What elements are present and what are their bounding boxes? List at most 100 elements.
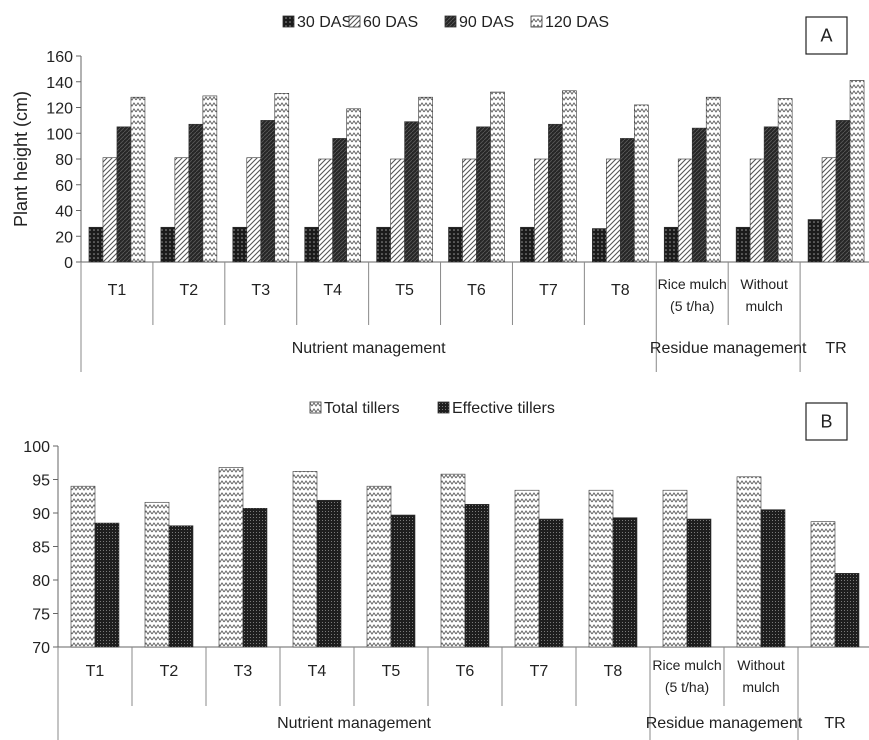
- bar: [246, 157, 262, 263]
- x-tick-label: mulch: [742, 679, 779, 695]
- bar: [318, 158, 333, 263]
- bar: [94, 522, 120, 648]
- legend-label: 120 DAS: [545, 14, 609, 31]
- bar: [592, 228, 607, 263]
- bar: [763, 126, 779, 263]
- bar: [807, 219, 823, 263]
- panel-label-box: [805, 16, 848, 55]
- bar: [316, 499, 342, 648]
- bar: [160, 226, 176, 263]
- bar: [562, 90, 577, 263]
- legend-label: 60 DAS: [363, 14, 418, 31]
- bar: [404, 121, 419, 263]
- y-tick-label: 40: [55, 204, 73, 221]
- bar: [390, 158, 405, 263]
- x-tick-label: T1: [108, 282, 127, 299]
- x-tick-label: T5: [395, 282, 414, 299]
- x-tick-label: T7: [539, 282, 558, 299]
- bar: [440, 473, 466, 648]
- x-tick-label: (5 t/ha): [670, 298, 714, 314]
- bar: [821, 157, 837, 263]
- group-label: Nutrient management: [292, 340, 446, 357]
- x-tick-label: T1: [86, 663, 105, 680]
- x-tick-label: T2: [180, 282, 199, 299]
- y-tick-label: 20: [55, 229, 73, 246]
- bar: [514, 489, 540, 648]
- y-tick-label: 95: [32, 473, 50, 490]
- chart-a: 0 20 40 60 80 100 120 140 160 Plant height (cm) T1…: [11, 14, 869, 372]
- bar: [634, 104, 649, 263]
- x-tick-label: T8: [604, 663, 623, 680]
- bar: [418, 96, 433, 263]
- bar: [834, 572, 860, 648]
- x-tick-label: T3: [251, 282, 270, 299]
- x-tick-label: T7: [530, 663, 549, 680]
- y-tick-label: 80: [32, 573, 50, 590]
- bar: [274, 93, 290, 263]
- bar: [202, 95, 218, 263]
- x-tick-label: mulch: [745, 298, 782, 314]
- bar: [332, 138, 347, 263]
- bar: [548, 123, 563, 263]
- x-tick-label: (5 t/ha): [665, 679, 709, 695]
- y-tick-label: 140: [46, 75, 73, 92]
- bar: [260, 120, 276, 263]
- bar: [538, 518, 564, 648]
- legend-swatch: [530, 15, 543, 28]
- panel-label: B: [820, 412, 832, 432]
- legend-swatch: [444, 15, 457, 28]
- y-tick-label: 85: [32, 540, 50, 557]
- group-label: Residue management: [650, 340, 807, 357]
- bar: [174, 157, 190, 263]
- bar: [777, 98, 793, 263]
- bar: [346, 108, 361, 263]
- bar: [612, 517, 638, 648]
- legend-swatch: [437, 401, 450, 414]
- y-tick-label: 90: [32, 506, 50, 523]
- legend-label: Total tillers: [324, 400, 400, 417]
- legend-label: 90 DAS: [459, 14, 514, 31]
- bar: [520, 226, 535, 263]
- y-tick-label: 75: [32, 607, 50, 624]
- bar: [464, 503, 490, 648]
- group-label: Nutrient management: [277, 715, 431, 732]
- x-tick-label: Rice mulch: [658, 276, 727, 292]
- bar: [760, 509, 786, 648]
- group-label: TR: [825, 340, 846, 357]
- bar: [188, 123, 204, 263]
- legend-swatch: [282, 15, 295, 28]
- bar: [606, 158, 621, 263]
- x-tick-label: T4: [308, 663, 327, 680]
- bar: [691, 127, 707, 263]
- y-tick-label: 120: [46, 101, 73, 118]
- panel-label: A: [820, 26, 832, 46]
- y-tick-label: 100: [46, 126, 73, 143]
- x-tick-label: T3: [234, 663, 253, 680]
- bar: [677, 158, 693, 263]
- bar: [70, 485, 96, 648]
- bar: [102, 157, 118, 263]
- x-tick-label: T6: [467, 282, 486, 299]
- bar: [232, 226, 248, 263]
- bar: [588, 489, 614, 648]
- bar: [620, 138, 635, 263]
- bar: [749, 158, 765, 263]
- y-tick-label: 160: [46, 49, 73, 66]
- bar: [705, 96, 721, 263]
- y-tick-label: 80: [55, 152, 73, 169]
- y-axis-title: Plant height (cm): [11, 91, 31, 227]
- y-tick-label: 100: [23, 439, 50, 456]
- bar: [376, 226, 391, 263]
- bar: [242, 508, 268, 648]
- y-tick-label: 0: [64, 255, 73, 272]
- bar: [534, 158, 549, 263]
- bar: [476, 126, 491, 263]
- bar: [366, 485, 392, 648]
- x-tick-label: T5: [382, 663, 401, 680]
- bar: [292, 471, 318, 648]
- x-tick-label: T6: [456, 663, 475, 680]
- bar: [304, 226, 319, 263]
- bar: [144, 501, 170, 648]
- bar: [218, 467, 244, 648]
